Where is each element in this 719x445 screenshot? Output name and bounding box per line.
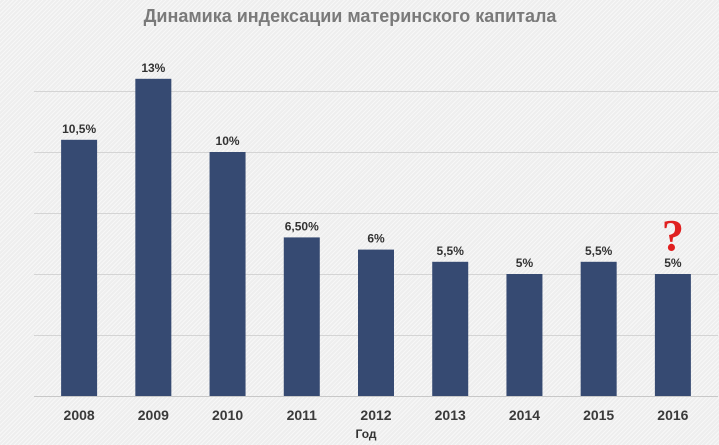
bar-2013 [432,261,469,396]
x-tick-label-2008: 2008 [64,407,95,423]
bar-2012 [358,249,394,396]
bar-2009 [135,78,172,397]
x-axis-title: Год [356,427,377,441]
data-label-2013: 5,5% [437,244,465,258]
data-label-2009: 13% [141,61,165,75]
x-tick-label-2012: 2012 [360,407,391,423]
data-label-2010: 10% [216,134,240,148]
x-tick-label-2015: 2015 [583,407,614,423]
x-tick-label-2011: 2011 [287,407,318,423]
bar-2008 [61,139,98,397]
bar-2015 [580,261,617,396]
chart-title: Динамика индексации материнского капитал… [143,6,557,26]
data-label-2012: 6% [367,232,385,246]
x-tick-label-2009: 2009 [138,407,169,423]
bar-2014 [506,274,543,396]
x-tick-label-2013: 2013 [435,407,466,423]
data-label-2016: 5% [664,256,682,270]
data-label-2011: 6,50% [285,219,319,233]
data-label-2008: 10,5% [62,122,96,136]
x-tick-label-2016: 2016 [657,407,688,423]
data-label-2015: 5,5% [585,244,613,258]
x-tick-label-2010: 2010 [212,407,243,423]
bar-2016 [654,274,691,396]
question-mark-annotation: ? [662,211,684,260]
bar-2010 [209,152,246,396]
x-tick-label-2014: 2014 [509,407,540,423]
data-label-2014: 5% [516,256,534,270]
bar-2011 [283,237,320,396]
